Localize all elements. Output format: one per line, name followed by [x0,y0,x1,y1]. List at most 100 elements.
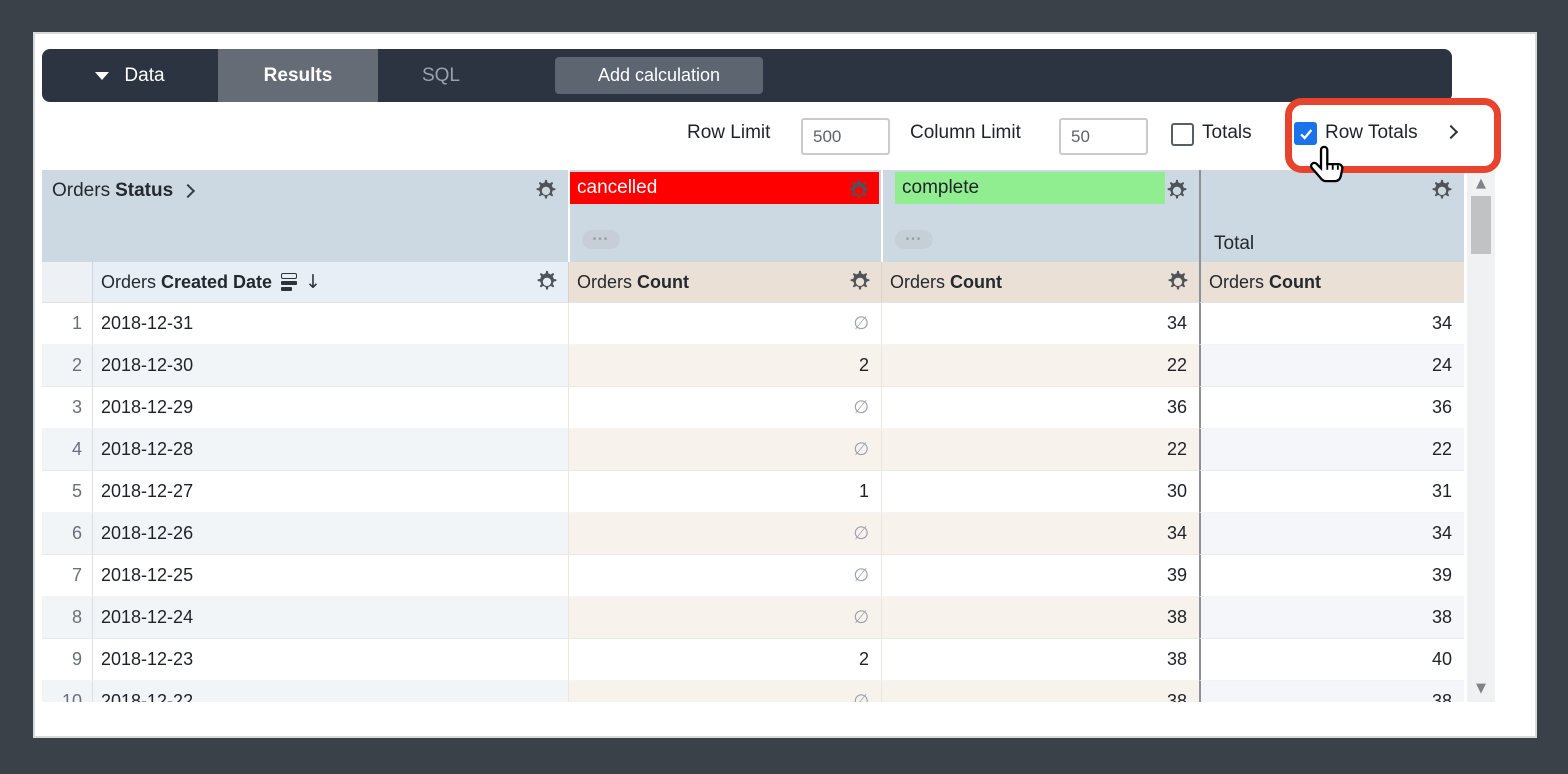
measure-header-cancelled[interactable]: Orders Count [568,262,881,303]
tab-results-label: Results [263,64,333,86]
date-cell[interactable]: 2018-12-26 [92,513,568,555]
date-cell[interactable]: 2018-12-27 [92,471,568,513]
vertical-scrollbar[interactable]: ▲ ▼ [1467,170,1495,702]
measure-prefix: Orders [1209,271,1265,292]
complete-count-cell[interactable]: 34 [881,513,1199,555]
measure-header-complete[interactable]: Orders Count [881,262,1199,303]
dimension-header-cell[interactable]: Orders Status [42,170,568,262]
row-number: 2 [42,345,92,387]
tab-sql-label: SQL [421,64,461,86]
row-number: 7 [42,555,92,597]
total-count-cell[interactable]: 24 [1199,345,1464,387]
measure-header-total[interactable]: Orders Count [1199,262,1464,303]
date-cell[interactable]: 2018-12-23 [92,639,568,681]
total-count-cell[interactable]: 36 [1199,387,1464,429]
ellipsis-menu-button[interactable]: ••• [895,230,933,249]
caret-down-icon [95,71,110,80]
row-field-name: Created Date [161,271,273,292]
results-table: Orders Status cancelled ••• complete ••• … [42,170,1464,702]
measure-prefix: Orders [890,271,946,292]
complete-count-cell[interactable]: 36 [881,387,1199,429]
gear-icon[interactable] [847,269,873,295]
sort-descending-icon[interactable]: ↓ [305,271,321,293]
row-field-header-cell[interactable]: Orders Created Date ↓ [92,262,568,303]
gear-icon[interactable] [1429,178,1455,204]
expand-chevron-icon[interactable] [181,183,196,199]
row-limit-input[interactable] [801,118,890,155]
cancelled-count-cell[interactable]: 2 [568,639,881,681]
measure-field: Count [950,271,1002,292]
cancelled-count-cell[interactable]: 2 [568,345,881,387]
total-count-cell[interactable]: 39 [1199,555,1464,597]
pivot-value-complete[interactable]: complete [895,172,1165,204]
add-calculation-button[interactable]: Add calculation [555,57,763,94]
date-cell[interactable]: 2018-12-30 [92,345,568,387]
tab-results[interactable]: Results [218,49,378,102]
row-number: 3 [42,387,92,429]
complete-count-cell[interactable]: 38 [881,639,1199,681]
total-count-cell[interactable]: 40 [1199,639,1464,681]
row-number: 8 [42,597,92,639]
complete-count-cell[interactable]: 22 [881,345,1199,387]
row-number: 4 [42,429,92,471]
complete-count-cell[interactable]: 38 [881,681,1199,702]
row-number: 10 [42,681,92,702]
column-limit-input[interactable] [1059,118,1148,155]
dimension-prefix: Orders [52,180,111,201]
date-cell[interactable]: 2018-12-25 [92,555,568,597]
cancelled-count-cell[interactable]: ∅ [568,597,881,639]
complete-count-cell[interactable]: 30 [881,471,1199,513]
subtotal-bars-icon[interactable] [281,273,298,291]
results-table-wrap: Orders Status cancelled ••• complete ••• … [42,170,1464,702]
totals-checkbox[interactable] [1171,123,1194,146]
cancelled-count-cell[interactable]: 1 [568,471,881,513]
pivot-header-cancelled[interactable]: cancelled ••• [568,170,881,262]
cancelled-count-cell[interactable]: ∅ [568,513,881,555]
total-header-label: Total [1214,233,1255,254]
scrollbar-thumb[interactable] [1471,196,1491,254]
data-section-toggle[interactable]: Data [42,49,218,102]
total-count-cell[interactable]: 38 [1199,681,1464,702]
date-cell[interactable]: 2018-12-29 [92,387,568,429]
complete-count-cell[interactable]: 34 [881,303,1199,345]
date-cell[interactable]: 2018-12-31 [92,303,568,345]
scroll-down-icon[interactable]: ▼ [1476,681,1486,696]
cancelled-count-cell[interactable]: ∅ [568,681,881,702]
total-count-cell[interactable]: 31 [1199,471,1464,513]
row-limit-label: Row Limit [687,122,771,143]
row-field-prefix: Orders [101,271,157,292]
gear-icon[interactable] [534,269,560,295]
hand-cursor-icon [1309,145,1344,183]
totals-label: Totals [1202,122,1252,143]
pivot-value-cancelled[interactable]: cancelled [570,172,879,204]
column-limit-label: Column Limit [910,122,1021,143]
cancelled-count-cell[interactable]: ∅ [568,387,881,429]
row-number: 5 [42,471,92,513]
date-cell[interactable]: 2018-12-28 [92,429,568,471]
gear-icon[interactable] [533,178,559,204]
measure-prefix: Orders [577,271,633,292]
gear-icon[interactable] [1165,269,1191,295]
cancelled-count-cell[interactable]: ∅ [568,303,881,345]
date-cell[interactable]: 2018-12-24 [92,597,568,639]
total-count-cell[interactable]: 34 [1199,513,1464,555]
total-header-cell[interactable]: Total [1199,170,1464,262]
total-count-cell[interactable]: 22 [1199,429,1464,471]
gear-icon[interactable] [846,178,872,204]
cancelled-count-cell[interactable]: ∅ [568,429,881,471]
cancelled-count-cell[interactable]: ∅ [568,555,881,597]
complete-count-cell[interactable]: 39 [881,555,1199,597]
total-count-cell[interactable]: 38 [1199,597,1464,639]
gear-icon[interactable] [1164,178,1190,204]
pivot-header-complete[interactable]: complete ••• [881,170,1199,262]
scroll-up-icon[interactable]: ▲ [1476,176,1486,191]
total-count-cell[interactable]: 34 [1199,303,1464,345]
date-cell[interactable]: 2018-12-22 [92,681,568,702]
row-totals-checkbox[interactable] [1294,122,1317,145]
dimension-header-title: Orders Status [52,180,196,202]
tab-sql[interactable]: SQL [378,49,504,102]
complete-count-cell[interactable]: 22 [881,429,1199,471]
row-number: 1 [42,303,92,345]
complete-count-cell[interactable]: 38 [881,597,1199,639]
ellipsis-menu-button[interactable]: ••• [582,230,620,249]
